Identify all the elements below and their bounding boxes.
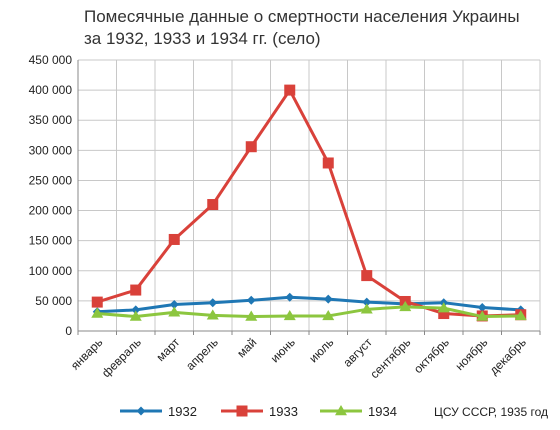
- legend-label-1932: 1932: [168, 404, 197, 419]
- data-point-1934: [91, 307, 104, 318]
- chart-title-line-1: Помесячные данные о смертности населения…: [84, 7, 520, 26]
- data-point-1933: [168, 233, 180, 245]
- data-point-1934: [514, 309, 527, 321]
- legend-item-1934: 1934: [320, 404, 397, 419]
- data-point-1932: [169, 300, 179, 310]
- legend-marker-1932: [136, 406, 146, 416]
- x-tick-label: июль: [306, 335, 336, 365]
- series-line-1932: [97, 295, 521, 314]
- data-point-1934: [476, 310, 489, 321]
- y-tick-label: 300 000: [29, 143, 73, 157]
- data-point-1932: [285, 292, 295, 302]
- y-tick-label: 400 000: [29, 83, 73, 97]
- data-point-1933: [284, 84, 296, 96]
- data-point-1934: [168, 306, 181, 317]
- y-tick-label: 350 000: [29, 113, 73, 127]
- series-line-1933: [96, 88, 521, 318]
- data-point-1934: [283, 309, 296, 321]
- gridlines: [77, 59, 541, 332]
- legend-item-1932: 1932: [120, 404, 197, 419]
- data-point-1933: [322, 157, 334, 169]
- data-point-1933: [245, 141, 257, 153]
- data-point-1934: [245, 310, 258, 321]
- x-tick-label: июнь: [268, 335, 298, 365]
- data-point-1932: [323, 294, 333, 304]
- y-tick-label: 200 000: [29, 204, 73, 218]
- series-line-1934: [97, 305, 521, 319]
- x-tick-label: октябрь: [411, 335, 452, 376]
- chart-title-line-2: за 1932, 1933 и 1934 гг. (село): [84, 29, 321, 48]
- x-tick-label: февраль: [99, 335, 144, 380]
- y-tick-label: 100 000: [29, 264, 73, 278]
- x-tick-label: сентябрь: [367, 335, 413, 381]
- chart-title: Помесячные данные о смертности населения…: [84, 6, 520, 50]
- legend-marker-1933: [236, 405, 248, 417]
- data-point-1933: [438, 308, 450, 320]
- data-point-1933: [130, 284, 142, 296]
- x-tick-label: ноябрь: [452, 335, 490, 373]
- y-tick-label: 150 000: [29, 234, 73, 248]
- data-point-1932: [246, 295, 256, 305]
- data-point-1934: [322, 309, 335, 321]
- y-tick-label: 250 000: [29, 173, 73, 187]
- legend-label-1934: 1934: [368, 404, 397, 419]
- legend-marker-1934: [335, 405, 347, 416]
- data-point-1934: [399, 300, 412, 312]
- y-tick-label: 450 000: [29, 53, 73, 67]
- source-note: ЦСУ СССР, 1935 год: [434, 405, 548, 419]
- x-tick-label: декабрь: [487, 335, 529, 377]
- x-tick-label: август: [340, 335, 375, 370]
- data-point-1933: [361, 270, 373, 282]
- x-tick-label: март: [153, 335, 182, 364]
- data-point-1933: [207, 199, 219, 211]
- data-point-1932: [477, 303, 487, 313]
- legend-label-1933: 1933: [269, 404, 298, 419]
- plot-area: [91, 84, 527, 322]
- y-tick-label: 50 000: [35, 294, 72, 308]
- legend: 1932 1933 1934: [120, 404, 397, 419]
- x-tick-label: май: [234, 335, 259, 360]
- data-point-1934: [129, 310, 142, 321]
- x-tick-label: апрель: [183, 335, 221, 373]
- data-point-1933: [91, 296, 103, 308]
- data-point-1934: [360, 303, 373, 314]
- x-tick-label: январь: [68, 335, 105, 372]
- series-1934: [91, 300, 527, 321]
- data-point-1932: [131, 305, 141, 315]
- data-point-1932: [362, 297, 372, 307]
- y-tick-label: 0: [65, 324, 72, 338]
- data-point-1934: [206, 309, 219, 320]
- data-point-1934: [437, 302, 450, 313]
- data-point-1932: [208, 298, 218, 308]
- y-axis: 0 50 000 100 000 150 000 200 000 250 000 300 0…: [29, 53, 79, 338]
- legend-item-1933: 1933: [221, 404, 298, 419]
